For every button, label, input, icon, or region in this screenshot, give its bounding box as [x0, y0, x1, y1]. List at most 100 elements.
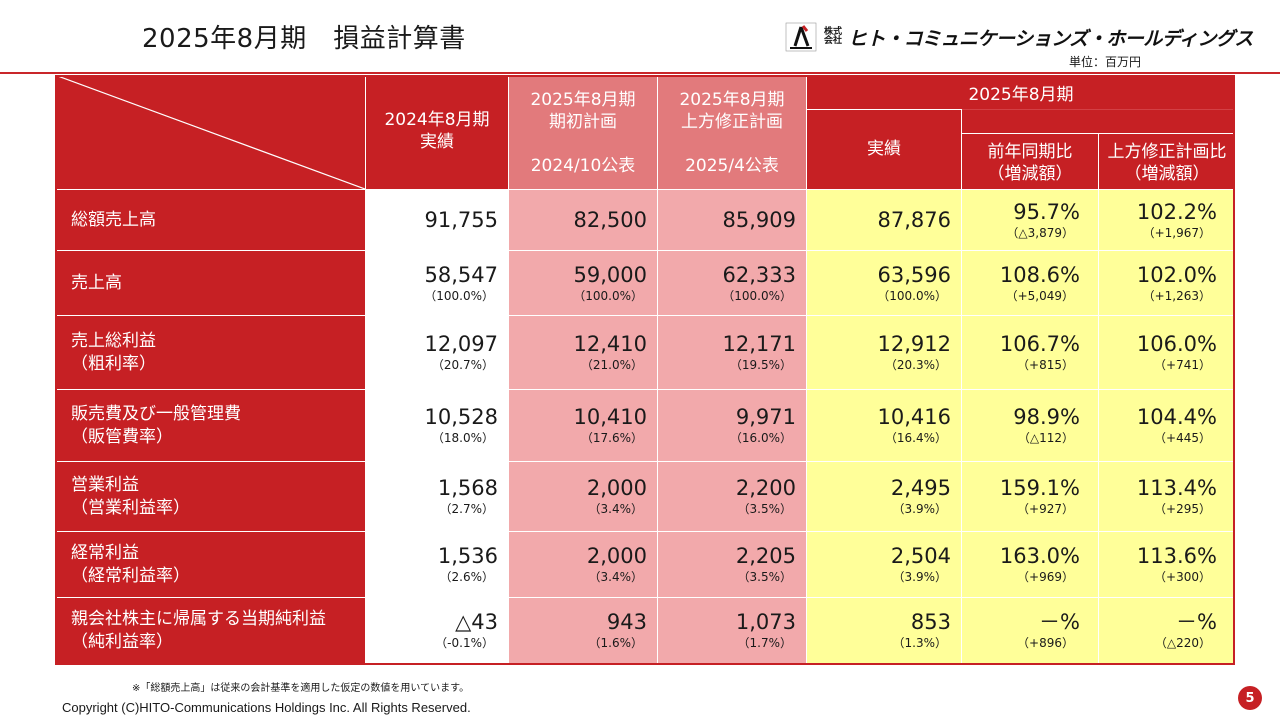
cell-subvalue: （100.0%）	[722, 288, 792, 303]
row-label: 経常利益	[71, 542, 139, 563]
cell-value: 98.9%	[1013, 405, 1080, 429]
cell-sga-expenses-prev: 10,528 （18.0%）	[366, 390, 508, 461]
cell-operating-income-plan2: 2,200 （3.5%）	[658, 462, 806, 531]
cell-gross-profit-label: 売上総利益 （粗利率）	[55, 316, 365, 389]
cell-subvalue: （+1,967）	[1142, 225, 1211, 240]
logo-kabushiki-kaisha: 株式 会社	[824, 27, 843, 46]
row-label: 総額売上高	[71, 209, 156, 230]
cell-subvalue: （2.6%）	[439, 570, 495, 584]
cell-subvalue: （+445）	[1154, 431, 1211, 445]
cell-value: 82,500	[573, 207, 647, 232]
row-label: 営業利益	[71, 474, 139, 495]
cell-value: 85,909	[722, 207, 796, 232]
cell-subvalue: （-0.1%）	[435, 636, 494, 650]
cell-value: 12,171	[722, 332, 796, 356]
cell-sga-expenses-label: 販売費及び一般管理費 （販管費率）	[55, 390, 365, 461]
diagonal-line	[55, 75, 365, 189]
cell-sga-expenses-yoy: 98.9% （△112）	[962, 390, 1098, 461]
cell-value: 104.4%	[1136, 405, 1217, 429]
cell-net-sales-yoy: 108.6% （+5,049）	[962, 251, 1098, 315]
cell-subvalue: （100.0%）	[573, 288, 643, 303]
cell-gross-sales-label: 総額売上高	[55, 190, 365, 250]
cell-subvalue: （100.0%）	[877, 288, 947, 303]
cell-subvalue: （+896）	[1017, 636, 1074, 650]
cell-operating-income-prev: 1,568 （2.7%）	[366, 462, 508, 531]
cell-ordinary-income-plan1: 2,000 （3.4%）	[509, 532, 657, 597]
cell-value: 63,596	[877, 262, 951, 287]
cell-gross-sales-prev: 91,755	[366, 190, 508, 250]
cell-value: 106.7%	[999, 332, 1080, 356]
header-blank-band	[962, 110, 1235, 133]
cell-sga-expenses-plan1: 10,410 （17.6%）	[509, 390, 657, 461]
cell-value: 1,536	[437, 544, 498, 568]
cell-value: 163.0%	[999, 544, 1080, 568]
company-logo: 株式 会社 ヒト・コミュニケーションズ・ホールディングス	[784, 22, 1253, 52]
cell-operating-income-label: 営業利益 （営業利益率）	[55, 462, 365, 531]
cell-subvalue: （3.4%）	[588, 570, 644, 584]
cell-gross-profit-prev: 12,097 （20.7%）	[366, 316, 508, 389]
cell-ordinary-income-actual: 2,504 （3.9%）	[807, 532, 961, 597]
row-sublabel: （販管費率）	[71, 426, 173, 447]
row-label: 販売費及び一般管理費	[71, 403, 241, 424]
cell-gross-profit-yoy: 106.7% （+815）	[962, 316, 1098, 389]
cell-value: －%	[1176, 610, 1217, 634]
cell-subvalue: （20.7%）	[431, 358, 494, 372]
cell-value: 159.1%	[999, 476, 1080, 500]
header-yoy: 前年同期比 （増減額）	[962, 134, 1098, 189]
cell-value: 9,971	[735, 405, 796, 429]
cell-operating-income-plan1: 2,000 （3.4%）	[509, 462, 657, 531]
header-rule	[0, 72, 1280, 74]
cell-gross-sales-plan1: 82,500	[509, 190, 657, 250]
header-initial-plan: 2025年8月期 期初計画 2024/10公表	[509, 75, 657, 189]
cell-gross-sales-actual: 87,876	[807, 190, 961, 250]
cell-value: 95.7%	[1013, 199, 1080, 224]
cell-subvalue: （20.3%）	[884, 358, 947, 372]
cell-subvalue: （+927）	[1017, 502, 1074, 516]
row-sublabel: （純利益率）	[71, 631, 173, 652]
cell-net-income-plan2: 1,073 （1.7%）	[658, 598, 806, 663]
cell-value: 108.6%	[999, 262, 1080, 287]
cell-subvalue: （1.3%）	[892, 636, 948, 650]
cell-value: 62,333	[722, 262, 796, 287]
header-revised-plan: 2025年8月期 上方修正計画 2025/4公表	[658, 75, 806, 189]
cell-value: 10,528	[424, 405, 498, 429]
cell-value: 1,073	[735, 610, 796, 634]
row-sublabel: （経常利益率）	[71, 565, 190, 586]
cell-net-income-actual: 853 （1.3%）	[807, 598, 961, 663]
cell-value: 12,097	[424, 332, 498, 356]
cell-value: 91,755	[424, 207, 498, 232]
cell-ordinary-income-label: 経常利益 （経常利益率）	[55, 532, 365, 597]
cell-value: 2,000	[586, 544, 647, 568]
cell-net-sales-plan1: 59,000 （100.0%）	[509, 251, 657, 315]
row-label: 売上総利益	[71, 330, 156, 351]
header-prev-actual: 2024年8月期 実績	[366, 75, 508, 189]
cell-subvalue: （+295）	[1154, 502, 1211, 516]
cell-gross-sales-vsrev: 102.2% （+1,967）	[1099, 190, 1235, 250]
cell-value: 2,495	[890, 476, 951, 500]
cell-net-sales-label: 売上高	[55, 251, 365, 315]
cell-subvalue: （△3,879）	[1006, 225, 1074, 240]
cell-subvalue: （2.7%）	[439, 502, 495, 516]
cell-value: 113.4%	[1136, 476, 1217, 500]
cell-subvalue: （18.0%）	[431, 431, 494, 445]
cell-value: 106.0%	[1136, 332, 1217, 356]
cell-gross-profit-vsrev: 106.0% （+741）	[1099, 316, 1235, 389]
header-actual: 実績	[807, 110, 961, 189]
cell-subvalue: （3.5%）	[737, 502, 793, 516]
cell-net-sales-vsrev: 102.0% （+1,263）	[1099, 251, 1235, 315]
cell-gross-profit-plan2: 12,171 （19.5%）	[658, 316, 806, 389]
cell-value: △43	[455, 610, 498, 634]
cell-subvalue: （21.0%）	[580, 358, 643, 372]
cell-net-income-vsrev: －% （△220）	[1099, 598, 1235, 663]
cell-value: 87,876	[877, 207, 951, 232]
row-label: 親会社株主に帰属する当期純利益	[71, 608, 326, 629]
cell-subvalue: （16.4%）	[884, 431, 947, 445]
cell-net-income-prev: △43 （-0.1%）	[366, 598, 508, 663]
cell-subvalue: （3.4%）	[588, 502, 644, 516]
cell-net-sales-prev: 58,547 （100.0%）	[366, 251, 508, 315]
cell-value: 102.0%	[1136, 262, 1217, 287]
page-title: 2025年8月期 損益計算書	[142, 24, 466, 54]
cell-value: 10,416	[877, 405, 951, 429]
cell-sga-expenses-plan2: 9,971 （16.0%）	[658, 390, 806, 461]
company-logo-mark-icon	[785, 22, 817, 52]
